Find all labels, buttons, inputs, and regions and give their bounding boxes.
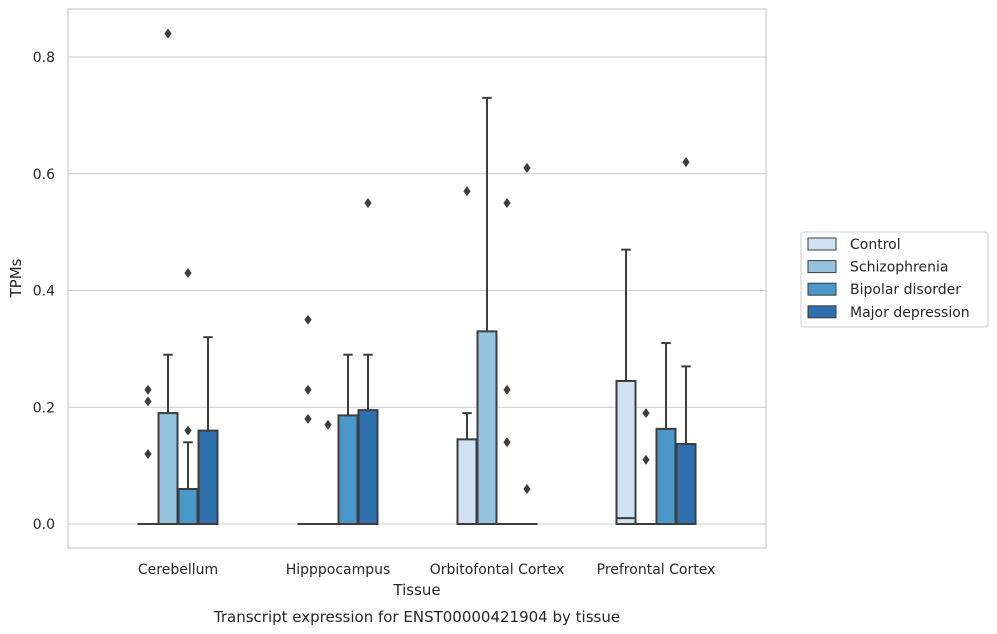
box-2-0	[456, 412, 478, 526]
box-body	[456, 438, 478, 526]
outlier-point	[682, 157, 690, 168]
box-1-3	[357, 353, 379, 526]
outlier-point	[364, 197, 372, 208]
box-body	[655, 427, 677, 526]
outlier-point	[523, 162, 531, 173]
figure-caption: Transcript expression for ENST0000042190…	[213, 608, 620, 626]
legend: Control Schizophrenia Bipolar disorder Majo…	[800, 231, 989, 328]
outlier-point	[642, 408, 650, 419]
legend-label: Control	[850, 237, 901, 253]
legend-swatch	[807, 282, 837, 296]
outlier-point	[164, 28, 172, 39]
outlier-point	[184, 425, 192, 436]
box-body	[177, 487, 199, 526]
box-body	[157, 412, 179, 525]
box-3-0	[615, 248, 637, 526]
y-tick-label: 0.4	[33, 284, 55, 300]
legend-frame	[800, 231, 989, 328]
box-body	[675, 443, 697, 525]
box-2-1	[476, 96, 498, 525]
box-body	[357, 409, 379, 526]
box-body	[476, 330, 498, 525]
outlier-point	[503, 437, 511, 448]
legend-swatch	[807, 237, 837, 251]
outlier-point	[144, 448, 152, 459]
outlier-point	[324, 419, 332, 430]
outlier-point	[523, 483, 531, 494]
legend-swatch	[807, 305, 837, 319]
box-1-2	[337, 353, 359, 525]
x-tick-label: Prefrontal Cortex	[597, 562, 716, 578]
box-layer	[137, 96, 697, 526]
outlier-point	[503, 197, 511, 208]
outlier-point	[304, 384, 312, 395]
outlier-point	[503, 384, 511, 395]
box-0-3	[197, 336, 219, 526]
y-tick-label: 0.0	[33, 517, 55, 533]
y-tick-label: 0.6	[33, 167, 55, 183]
legend-label: Major depression	[850, 305, 970, 321]
legend-label: Bipolar disorder	[850, 282, 961, 298]
box-3-2	[655, 342, 677, 526]
outlier-point	[144, 396, 152, 407]
outlier-point	[304, 314, 312, 325]
x-tick-labels: Cerebellum Hipppocampus Orbitofontal Corte…	[138, 562, 715, 578]
outlier-point	[304, 413, 312, 424]
box-0-1	[157, 353, 179, 525]
plot-frame	[67, 8, 767, 549]
legend-label: Schizophrenia	[850, 260, 948, 276]
legend-swatch	[807, 260, 837, 274]
box-0-2	[177, 441, 199, 526]
box-body	[615, 379, 637, 526]
box-body	[337, 414, 359, 525]
y-tick-labels: 0.0 0.2 0.4 0.6 0.8	[33, 50, 55, 533]
box-3-3	[675, 365, 697, 525]
x-tick-label: Orbitofontal Cortex	[430, 562, 565, 578]
outlier-point	[144, 384, 152, 395]
outlier-layer	[144, 28, 690, 494]
box-body	[197, 429, 219, 526]
outlier-point	[642, 454, 650, 465]
x-tick-label: Hipppocampus	[286, 562, 391, 578]
y-tick-label: 0.2	[33, 400, 55, 416]
y-tick-label: 0.8	[33, 50, 55, 66]
y-axis-label: TPMs	[7, 258, 25, 298]
x-axis-label: Tissue	[392, 581, 440, 599]
outlier-point	[184, 267, 192, 278]
x-tick-label: Cerebellum	[138, 562, 218, 578]
outlier-point	[463, 186, 471, 197]
